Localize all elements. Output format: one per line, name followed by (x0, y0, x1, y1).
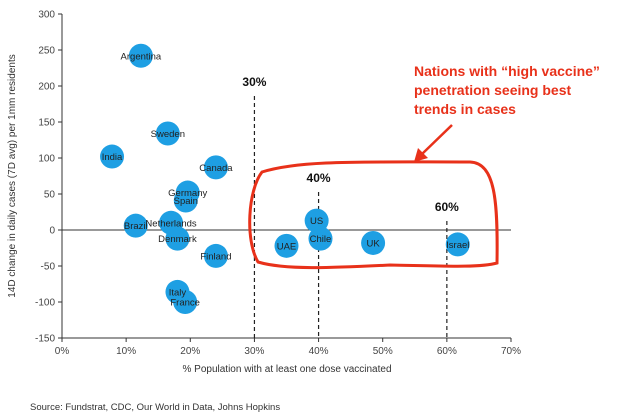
annotation-line: penetration seeing best (414, 82, 571, 98)
y-tick-label: 50 (44, 190, 56, 201)
point-label: France (170, 298, 200, 309)
point-brazil (123, 213, 148, 238)
x-tick-label: 20% (180, 346, 200, 357)
x-tick-label: 10% (116, 346, 136, 357)
reference-label-30: 30% (242, 75, 266, 89)
point-chile (308, 226, 333, 251)
x-tick-label: 40% (309, 346, 329, 357)
point-label: Spain (174, 196, 198, 207)
annotation-text: Nations with “high vaccine” penetration s… (414, 63, 600, 117)
x-tick-labels: 0% 10% 20% 30% 40% 50% 60% 70% (55, 346, 521, 357)
point-label: Germany (168, 188, 207, 199)
source-note: Source: Fundstrat, CDC, Our World in Dat… (30, 402, 280, 413)
x-axis-title: % Population with at least one dose vacc… (182, 364, 391, 375)
x-tick-label: 50% (373, 346, 393, 357)
point-canada (203, 155, 228, 180)
y-tick-label: 200 (38, 82, 55, 93)
point-label: India (102, 152, 123, 163)
point-label: Netherlands (145, 218, 196, 229)
y-tick-label: 150 (38, 118, 55, 129)
y-tick-label: 300 (38, 10, 55, 21)
point-france (173, 290, 198, 314)
point-spain (173, 188, 198, 213)
x-tick-label: 30% (244, 346, 264, 357)
point-argentina (128, 43, 153, 68)
y-tick-label: -150 (35, 334, 55, 345)
annotation-arrow (420, 124, 453, 156)
point-israel (445, 232, 470, 257)
point-denmark (165, 226, 190, 251)
reference-label-60: 60% (435, 200, 459, 214)
y-tick-label: 0 (49, 226, 55, 237)
point-sweden (155, 121, 180, 146)
x-tick-label: 0% (55, 346, 70, 357)
y-tick-label: 100 (38, 154, 55, 165)
y-tick-label: -50 (41, 262, 56, 273)
y-tick-label: -100 (35, 298, 55, 309)
point-label: Finland (200, 251, 231, 262)
x-tick-label: 70% (501, 346, 521, 357)
annotation-line: trends in cases (414, 101, 516, 117)
reference-label-40: 40% (307, 171, 331, 185)
point-uae (274, 233, 299, 258)
point-label: UK (366, 238, 380, 249)
y-tick-label: 250 (38, 46, 55, 57)
point-label: Israel (446, 240, 469, 251)
annotation-line: Nations with “high vaccine” (414, 63, 600, 79)
point-label: Chile (310, 234, 332, 245)
highlight-loop (248, 160, 499, 270)
point-label: Brazil (124, 221, 148, 232)
point-label: UAE (277, 241, 297, 252)
point-us (304, 208, 329, 233)
point-label: US (310, 216, 323, 227)
point-label: Canada (199, 163, 233, 174)
point-label: Argentina (121, 51, 162, 62)
point-label: Sweden (151, 129, 185, 140)
point-india (100, 144, 125, 169)
y-axis-title: 14D change in daily cases (7D avg) per 1… (7, 54, 18, 297)
y-tick-labels: 300 250 200 150 100 50 0 -50 -100 -150 (35, 10, 55, 345)
x-tick-label: 60% (437, 346, 457, 357)
point-uk (361, 230, 386, 255)
point-label: Denmark (158, 234, 197, 245)
annotation-arrowhead (414, 148, 428, 162)
point-label: Italy (169, 287, 187, 298)
point-finland (203, 243, 228, 268)
